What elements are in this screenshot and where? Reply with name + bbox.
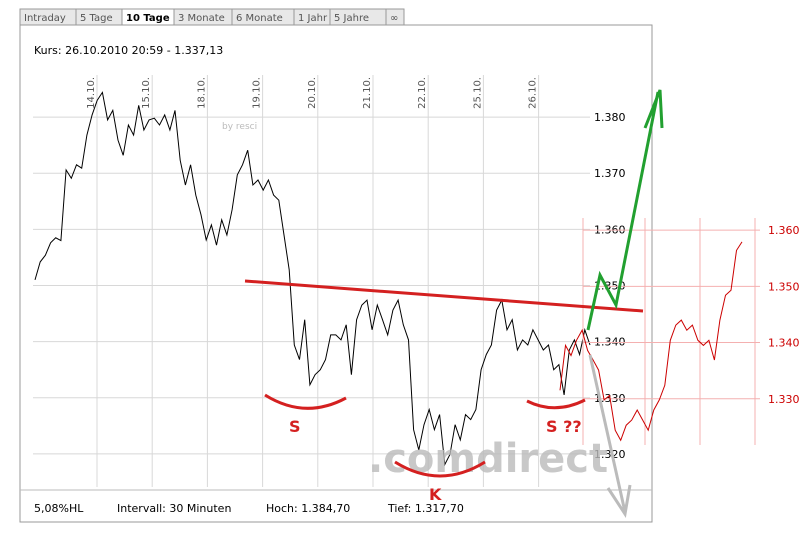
y-tick-label: 1.320 — [594, 448, 626, 461]
tab-label[interactable]: Intraday — [24, 13, 66, 24]
shoulder-curve — [526, 398, 586, 410]
watermark: .comdirect — [368, 436, 608, 482]
x-tick-label: 25.10. — [472, 77, 483, 109]
footer-low: Tief: 1.317,70 — [387, 502, 464, 515]
y-tick-label: 1.380 — [594, 111, 626, 124]
shoulder-curve — [264, 393, 347, 410]
tab-label[interactable]: 1 Jahr — [298, 13, 328, 24]
y-tick-label: 1.370 — [594, 167, 626, 180]
credit: by resci — [222, 122, 257, 132]
quote-header: Kurs: 26.10.2010 20:59 - 1.337,13 — [34, 44, 223, 57]
tab-label[interactable]: 5 Tage — [80, 13, 113, 24]
y2-tick-label: 1.330 — [768, 393, 800, 406]
neckline — [244, 279, 644, 313]
x-tick-label: 21.10. — [362, 77, 373, 109]
x-tick-label: 20.10. — [307, 77, 318, 109]
y2-tick-label: 1.340 — [768, 337, 800, 350]
footer-hl: 5,08%HL — [34, 502, 84, 515]
chart-frame — [19, 24, 653, 523]
y2-tick-label: 1.350 — [768, 280, 800, 293]
x-tick-label: 22.10. — [417, 77, 428, 109]
x-tick-label: 26.10. — [528, 77, 539, 109]
price-line — [34, 91, 591, 467]
x-tick-label: 15.10. — [141, 77, 152, 109]
tab-label[interactable]: 6 Monate — [236, 13, 283, 24]
tab-label[interactable]: ∞ — [390, 13, 398, 24]
arrow-head — [643, 89, 664, 129]
footer-interval: Intervall: 30 Minuten — [117, 502, 231, 515]
up-arrow — [586, 91, 660, 331]
tab-label[interactable]: 10 Tage — [126, 13, 170, 24]
tab-bar: Intraday 5 Tage 10 Tage 3 Monate 6 Monate 1 J… — [19, 8, 405, 26]
y2-tick-label: 1.360 — [768, 224, 800, 237]
x-tick-label: 18.10. — [196, 77, 207, 109]
tab-label[interactable]: 5 Jahre — [334, 13, 369, 24]
tab[interactable] — [385, 8, 405, 26]
label-s: S — [289, 417, 301, 436]
down-arrow — [588, 354, 632, 519]
x-tick-label: 19.10. — [252, 77, 263, 109]
label-s: S ?? — [546, 417, 582, 436]
x-tick-label: 14.10. — [86, 77, 97, 109]
tab-label[interactable]: 3 Monate — [178, 13, 225, 24]
head-curve — [394, 460, 486, 478]
footer-high: Hoch: 1.384,70 — [266, 502, 350, 515]
label-k: K — [429, 485, 442, 504]
